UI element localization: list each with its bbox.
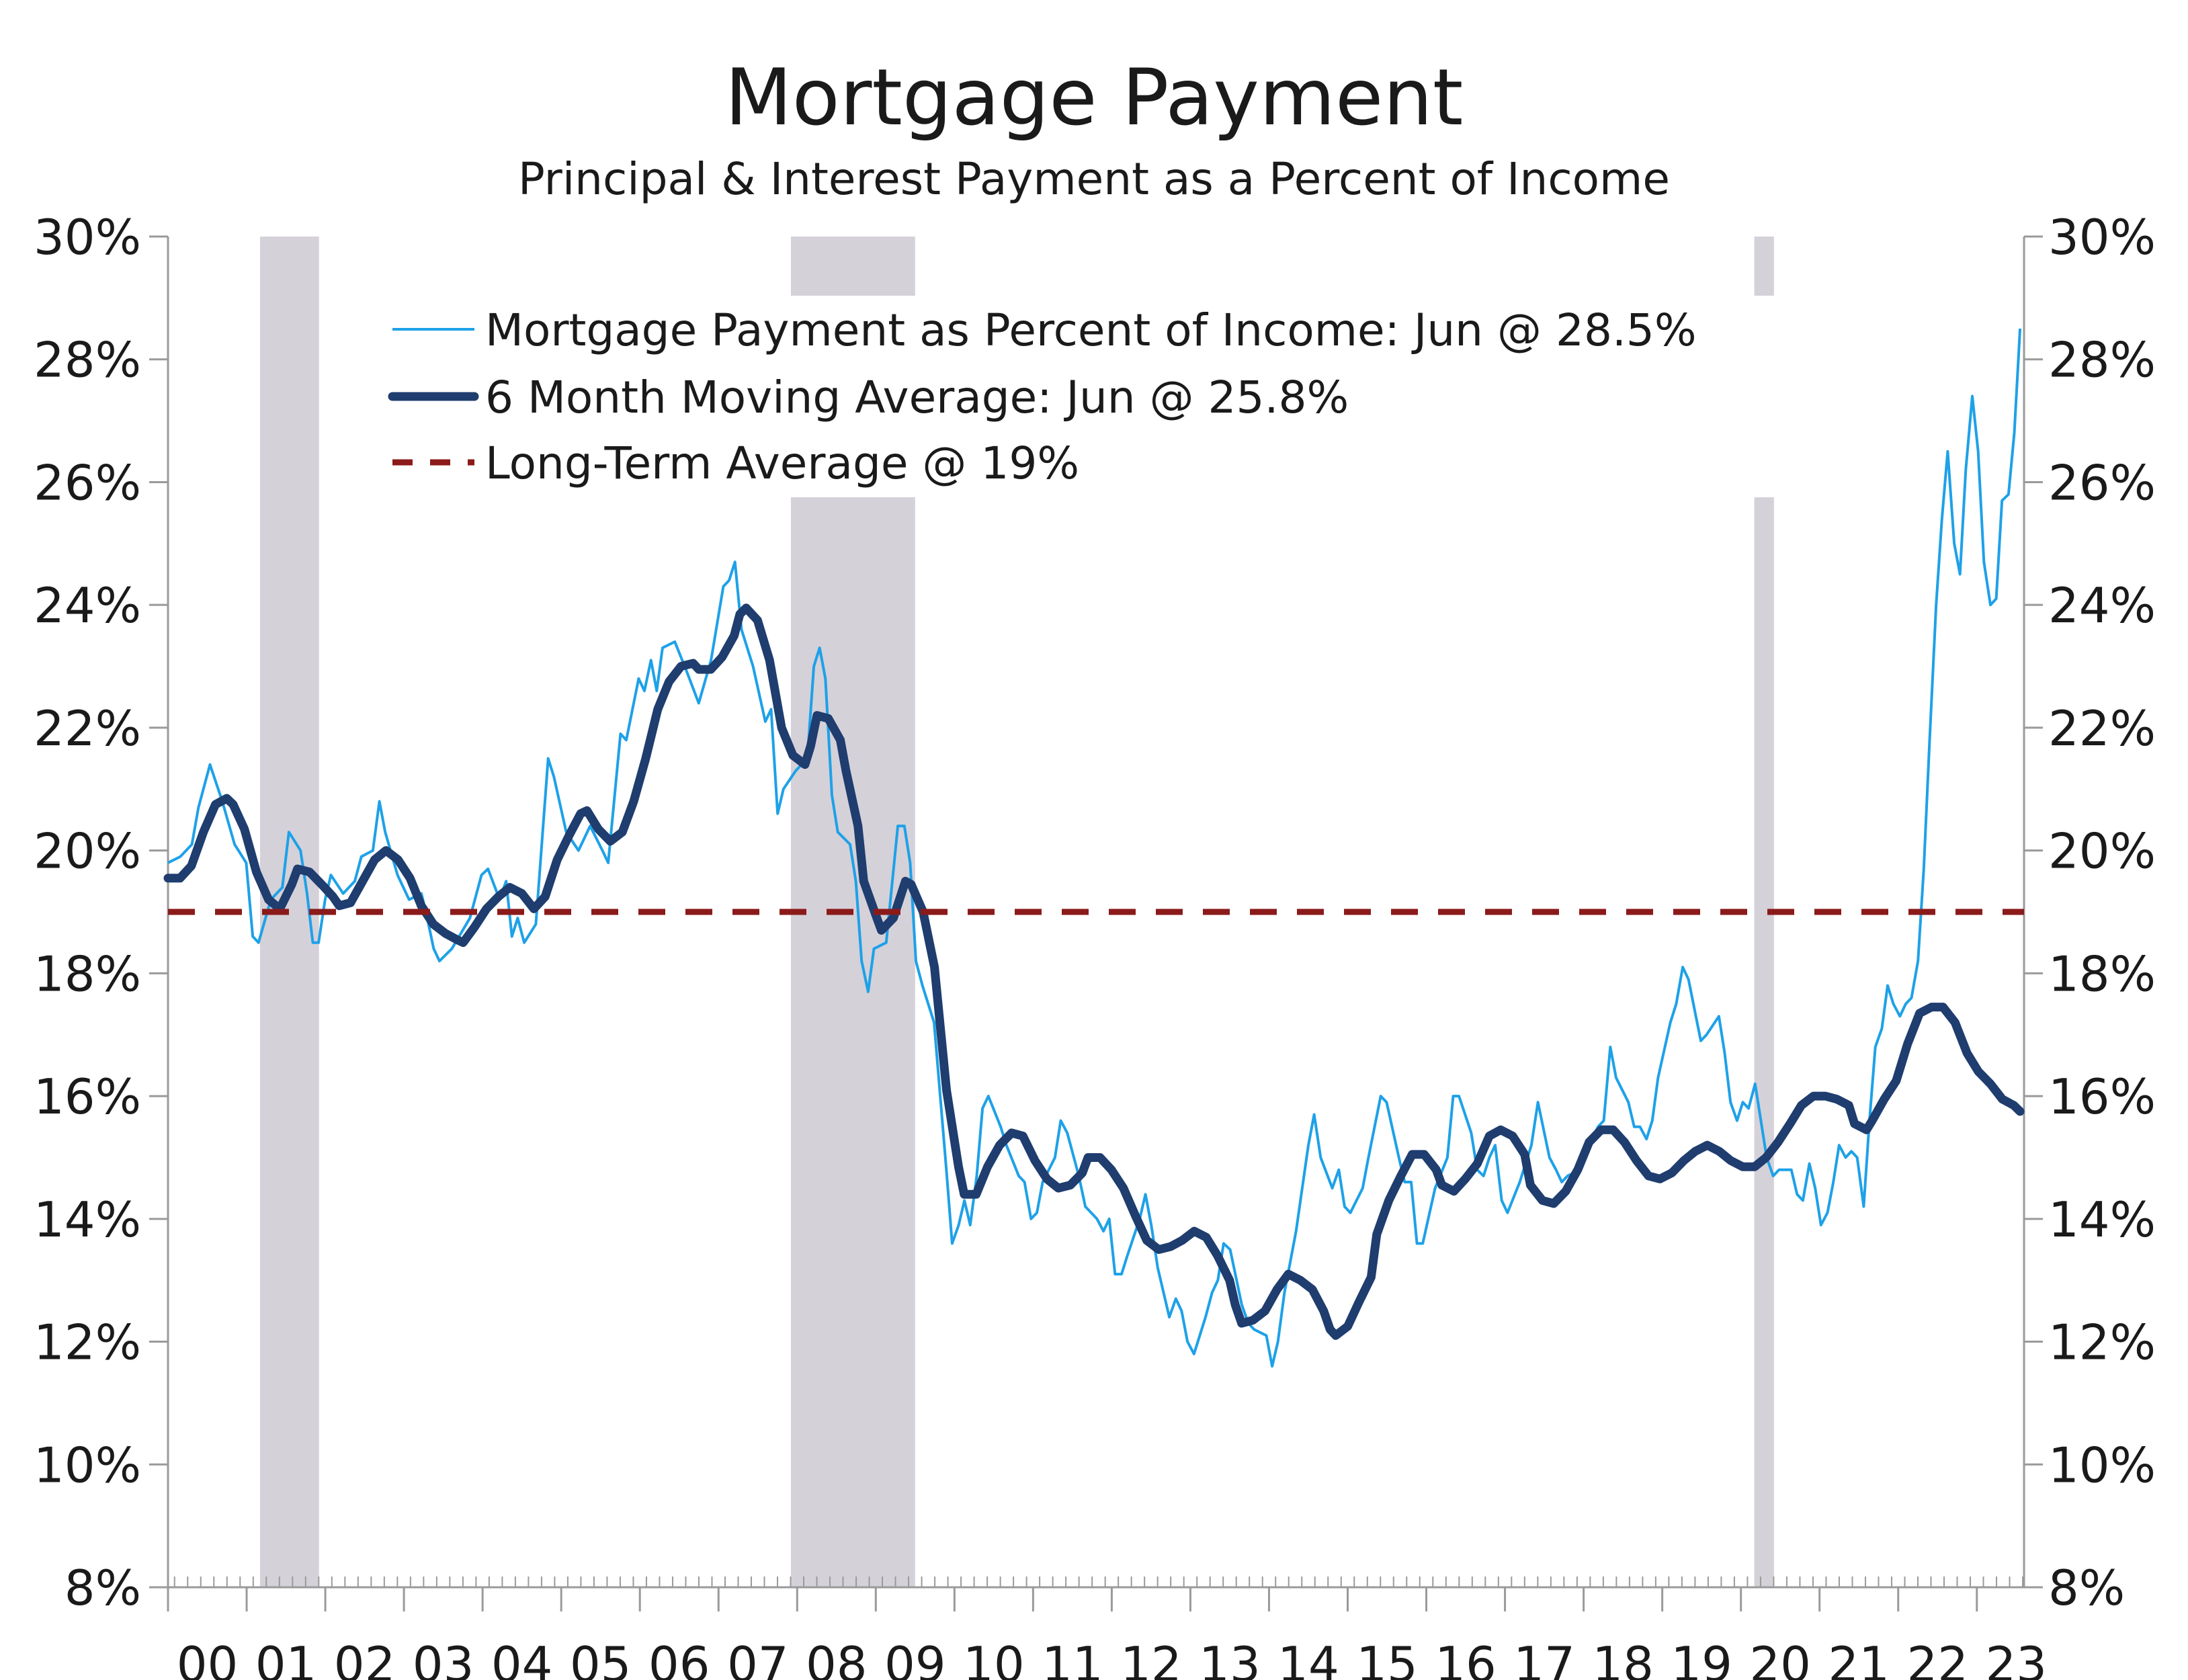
x-tick-label: 21 xyxy=(1828,1636,1890,1680)
x-tick-label: 10 xyxy=(963,1636,1025,1680)
x-tick-label: 23 xyxy=(1985,1636,2047,1680)
x-tick-label: 18 xyxy=(1592,1636,1654,1680)
y-tick-label-left: 22% xyxy=(34,700,141,757)
y-tick-label-left: 28% xyxy=(34,332,141,388)
y-tick-label-right: 20% xyxy=(2048,823,2156,880)
legend-label: Long-Term Average @ 19% xyxy=(485,437,1079,489)
x-tick-label: 05 xyxy=(570,1636,632,1680)
axis-labels: 8% 8% 10% 10% 12% 12% 14% 14% 16% 16% 18% 18% 20% 20%… xyxy=(34,209,2156,1680)
y-tick-label-right: 26% xyxy=(2048,454,2156,511)
y-tick-label-left: 18% xyxy=(34,946,141,1002)
x-tick-label: 12 xyxy=(1120,1636,1182,1680)
x-tick-label: 16 xyxy=(1435,1636,1497,1680)
x-tick-label: 15 xyxy=(1356,1636,1418,1680)
chart-title: Mortgage Payment xyxy=(724,52,1464,143)
recession-band-3-top xyxy=(1754,237,1774,296)
y-tick-label-left: 14% xyxy=(34,1191,141,1248)
x-tick-label: 08 xyxy=(806,1636,868,1680)
y-tick-label-left: 12% xyxy=(34,1314,141,1371)
y-tick-label-left: 24% xyxy=(34,577,141,634)
y-tick-label-left: 30% xyxy=(34,209,141,265)
x-tick-label: 22 xyxy=(1906,1636,1968,1680)
recession-band-2-top xyxy=(790,237,915,296)
y-tick-label-left: 26% xyxy=(34,454,141,511)
y-tick-label-left: 16% xyxy=(34,1068,141,1125)
recession-band-2-bottom xyxy=(790,497,915,1587)
x-tick-label: 03 xyxy=(413,1636,474,1680)
y-tick-label-left: 10% xyxy=(34,1437,141,1493)
y-tick-label-right: 28% xyxy=(2048,332,2156,388)
legend: Mortgage Payment as Percent of Income: J… xyxy=(388,304,1697,489)
x-tick-label: 11 xyxy=(1042,1636,1103,1680)
x-tick-label: 13 xyxy=(1199,1636,1261,1680)
series xyxy=(163,328,2025,1368)
x-tick-label: 09 xyxy=(884,1636,946,1680)
recession-band-3-bottom xyxy=(1754,497,1774,1587)
legend-label: Mortgage Payment as Percent of Income: J… xyxy=(485,304,1697,356)
y-tick-label-right: 10% xyxy=(2048,1437,2156,1493)
legend-label: 6 Month Moving Average: Jun @ 25.8% xyxy=(485,372,1349,423)
x-tick-label: 00 xyxy=(177,1636,239,1680)
y-tick-label-right: 16% xyxy=(2048,1068,2156,1125)
x-tick-label: 19 xyxy=(1671,1636,1732,1680)
series-line-mortgage-payment xyxy=(167,328,2022,1368)
x-tick-label: 06 xyxy=(648,1636,710,1680)
y-tick-label-right: 30% xyxy=(2048,209,2156,265)
y-tick-label-left: 8% xyxy=(65,1560,141,1616)
x-tick-label: 07 xyxy=(727,1636,789,1680)
y-tick-label-right: 8% xyxy=(2048,1560,2125,1616)
y-tick-label-right: 14% xyxy=(2048,1191,2156,1248)
x-tick-label: 17 xyxy=(1513,1636,1575,1680)
y-tick-label-right: 12% xyxy=(2048,1314,2156,1371)
x-tick-label: 04 xyxy=(491,1636,553,1680)
x-tick-label: 02 xyxy=(334,1636,396,1680)
chart-subtitle: Principal & Interest Payment as a Percen… xyxy=(518,153,1670,205)
y-tick-label-right: 24% xyxy=(2048,577,2156,634)
y-tick-label-left: 20% xyxy=(34,823,141,880)
x-tick-label: 20 xyxy=(1749,1636,1811,1680)
x-tick-label: 01 xyxy=(255,1636,317,1680)
x-tick-label: 14 xyxy=(1277,1636,1339,1680)
y-tick-label-right: 18% xyxy=(2048,946,2156,1002)
y-tick-label-right: 22% xyxy=(2048,700,2156,757)
series-line-moving-average xyxy=(163,603,2025,1340)
